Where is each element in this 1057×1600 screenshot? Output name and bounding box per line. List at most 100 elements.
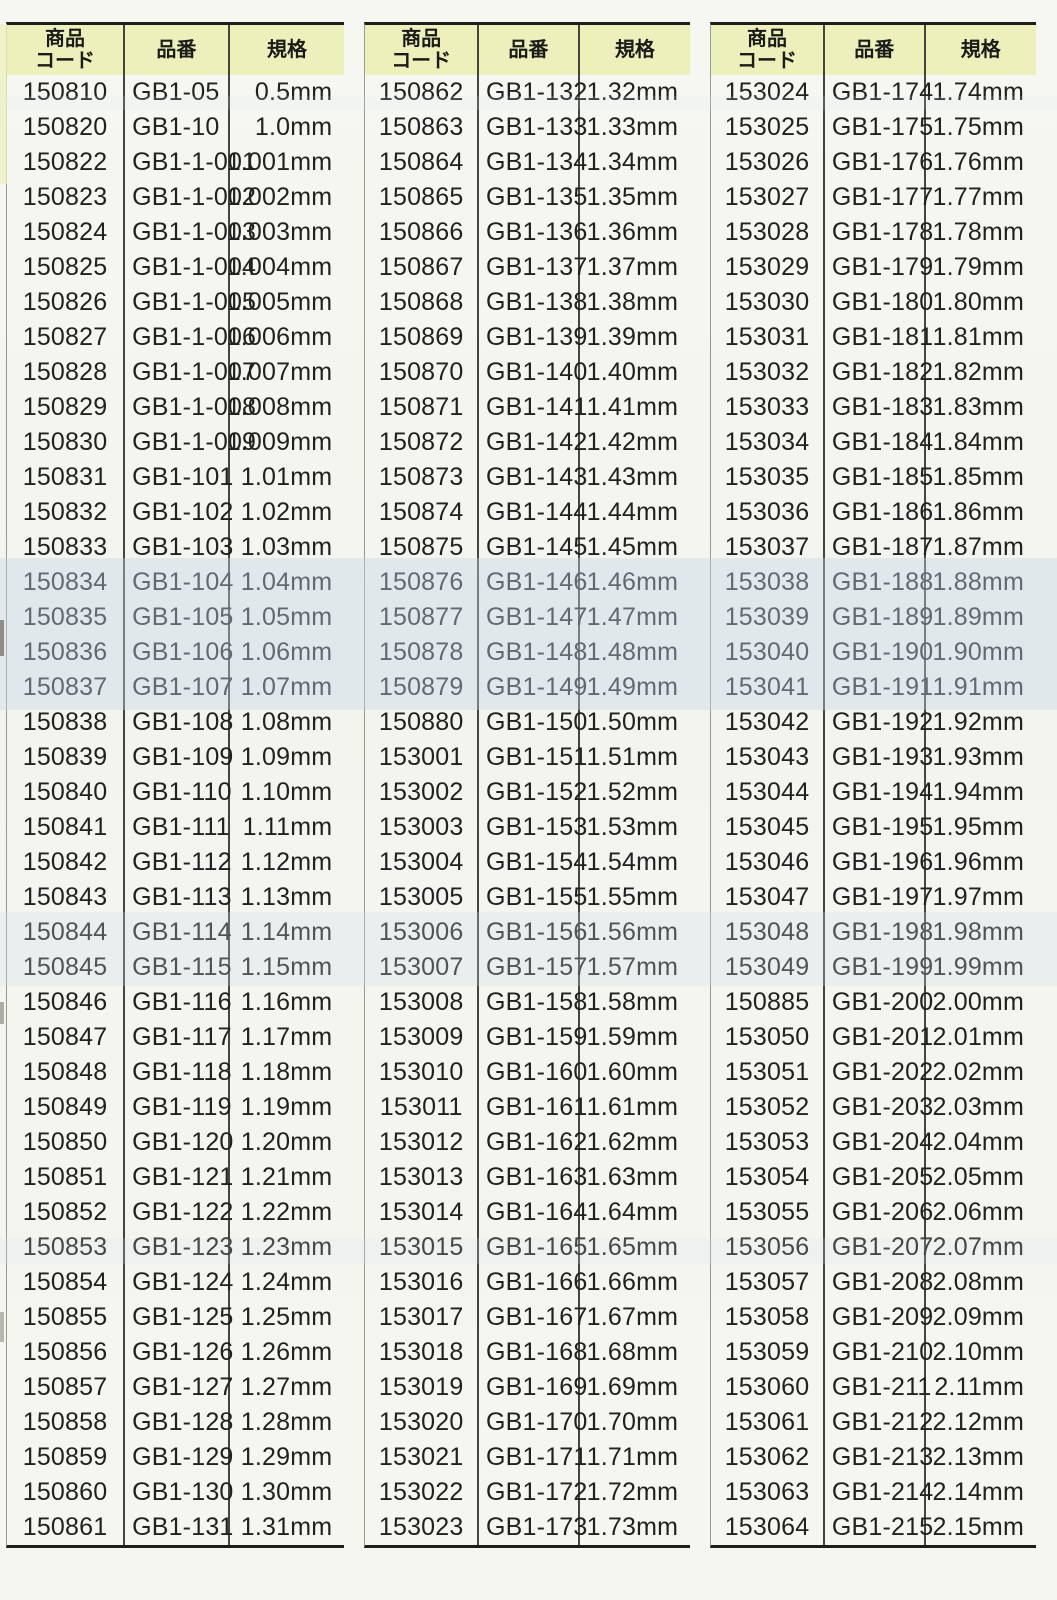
spec-cell: 1.11mm bbox=[242, 813, 333, 841]
spec-cell: 1.82mm bbox=[932, 358, 1024, 386]
product-code-cell: 150861 bbox=[7, 1510, 126, 1545]
product-code-cell: 153008 bbox=[365, 985, 480, 1020]
part-number-cell: GB1-206 bbox=[825, 1195, 933, 1230]
part-number-cell: GB1-154 bbox=[479, 845, 587, 880]
part-number-cell: GB1-103 bbox=[125, 530, 233, 565]
spec-cell: 1.64mm bbox=[586, 1198, 679, 1226]
table-row: 153025 GB1-175 1.75mm bbox=[711, 110, 1036, 145]
table-row: 150822 GB1-1-001 1.001mm bbox=[7, 145, 344, 180]
spec-cell: 1.81mm bbox=[932, 323, 1024, 351]
table-row: 150860 GB1-130 1.30mm bbox=[7, 1475, 344, 1510]
spec-cell: 1.53mm bbox=[586, 813, 679, 841]
part-number-cell: GB1-153 bbox=[479, 810, 587, 845]
spec-cell: 1.90mm bbox=[932, 638, 1024, 666]
table-row: 153009 GB1-159 1.59mm bbox=[365, 1020, 690, 1055]
spec-cell: 1.49mm bbox=[586, 673, 679, 701]
part-number-cell: GB1-143 bbox=[479, 460, 587, 495]
product-code-cell: 153016 bbox=[365, 1265, 480, 1300]
spec-cell: 1.008mm bbox=[226, 393, 333, 421]
spec-cell: 1.16mm bbox=[240, 988, 333, 1016]
part-number-cell: GB1-168 bbox=[479, 1335, 587, 1370]
spec-cell: 1.28mm bbox=[240, 1408, 333, 1436]
spec-cell: 1.37mm bbox=[586, 253, 679, 281]
product-code-cell: 150844 bbox=[7, 915, 126, 950]
part-number-cell: GB1-151 bbox=[479, 740, 587, 775]
part-number-cell: GB1-213 bbox=[825, 1440, 933, 1475]
part-number-cell: GB1-1-009 bbox=[125, 425, 256, 460]
product-code-cell: 150827 bbox=[7, 320, 126, 355]
product-code-cell: 153032 bbox=[711, 355, 825, 390]
header-spec: 規格 bbox=[926, 25, 1036, 75]
spec-cell: 1.70mm bbox=[586, 1408, 679, 1436]
product-code-cell: 150862 bbox=[365, 75, 480, 110]
part-number-cell: GB1-102 bbox=[125, 495, 233, 530]
scan-edge-mark bbox=[0, 620, 4, 656]
spec-cell: 2.01mm bbox=[932, 1023, 1024, 1051]
table-row: 150834 GB1-104 1.04mm bbox=[7, 565, 344, 600]
spec-cell: 1.44mm bbox=[586, 498, 679, 526]
table-row: 153039 GB1-189 1.89mm bbox=[711, 600, 1036, 635]
part-number-cell: GB1-197 bbox=[825, 880, 933, 915]
spec-cell: 1.14mm bbox=[240, 918, 333, 946]
table-row: 153012 GB1-162 1.62mm bbox=[365, 1125, 690, 1160]
table-row: 150876 GB1-146 1.46mm bbox=[365, 565, 690, 600]
part-number-cell: GB1-172 bbox=[479, 1475, 587, 1510]
product-code-cell: 150810 bbox=[7, 75, 126, 110]
spec-cell: 1.47mm bbox=[586, 603, 679, 631]
part-number-cell: GB1-150 bbox=[479, 705, 587, 740]
spec-cell: 1.83mm bbox=[932, 393, 1024, 421]
product-code-cell: 150842 bbox=[7, 845, 126, 880]
part-number-cell: GB1-196 bbox=[825, 845, 933, 880]
table-row: 150810 GB1-05 0.5mm bbox=[7, 75, 344, 110]
spec-cell: 1.18mm bbox=[240, 1058, 333, 1086]
table-row: 153034 GB1-184 1.84mm bbox=[711, 425, 1036, 460]
spec-cell: 2.10mm bbox=[932, 1338, 1024, 1366]
table-row: 150837 GB1-107 1.07mm bbox=[7, 670, 344, 705]
product-code-cell: 153027 bbox=[711, 180, 825, 215]
spec-cell: 1.75mm bbox=[932, 113, 1024, 141]
table-row: 150880 GB1-150 1.50mm bbox=[365, 705, 690, 740]
header-part-number-label: 品番 bbox=[508, 39, 549, 61]
table-row: 153049 GB1-199 1.99mm bbox=[711, 950, 1036, 985]
table-row: 150867 GB1-137 1.37mm bbox=[365, 250, 690, 285]
table-row: 150854 GB1-124 1.24mm bbox=[7, 1265, 344, 1300]
table-row: 150836 GB1-106 1.06mm bbox=[7, 635, 344, 670]
header-spec-label: 規格 bbox=[614, 39, 655, 61]
product-code-cell: 150873 bbox=[365, 460, 480, 495]
product-code-cell: 153047 bbox=[711, 880, 825, 915]
table-row: 153024 GB1-174 1.74mm bbox=[711, 75, 1036, 110]
table-body: 150810 GB1-05 0.5mm 150820 GB1-10 1.0mm 150822… bbox=[7, 75, 344, 1545]
product-code-cell: 150853 bbox=[7, 1230, 126, 1265]
part-number-cell: GB1-108 bbox=[125, 705, 233, 740]
product-code-cell: 150822 bbox=[7, 145, 126, 180]
product-code-cell: 150835 bbox=[7, 600, 126, 635]
spec-cell: 1.34mm bbox=[586, 148, 679, 176]
table-row: 153054 GB1-205 2.05mm bbox=[711, 1160, 1036, 1195]
product-code-cell: 153062 bbox=[711, 1440, 825, 1475]
table-row: 150862 GB1-132 1.32mm bbox=[365, 75, 690, 110]
table-row: 153022 GB1-172 1.72mm bbox=[365, 1475, 690, 1510]
scan-edge-mark bbox=[0, 1312, 4, 1342]
product-code-cell: 153022 bbox=[365, 1475, 480, 1510]
product-code-cell: 150846 bbox=[7, 985, 126, 1020]
spec-cell: 1.69mm bbox=[586, 1373, 679, 1401]
spec-cell: 1.43mm bbox=[586, 463, 679, 491]
product-code-cell: 153013 bbox=[365, 1160, 480, 1195]
part-number-cell: GB1-132 bbox=[479, 75, 587, 110]
product-code-cell: 153049 bbox=[711, 950, 825, 985]
product-code-cell: 153059 bbox=[711, 1335, 825, 1370]
spec-cell: 1.80mm bbox=[932, 288, 1024, 316]
spec-cell: 1.58mm bbox=[586, 988, 679, 1016]
part-number-cell: GB1-110 bbox=[125, 775, 231, 810]
part-number-cell: GB1-181 bbox=[825, 320, 933, 355]
product-code-cell: 153006 bbox=[365, 915, 480, 950]
table-row: 150832 GB1-102 1.02mm bbox=[7, 495, 344, 530]
table-row: 153063 GB1-214 2.14mm bbox=[711, 1475, 1036, 1510]
table-row: 153051 GB1-202 2.02mm bbox=[711, 1055, 1036, 1090]
header-spec-label: 規格 bbox=[960, 39, 1001, 61]
spec-cell: 1.03mm bbox=[240, 533, 333, 561]
spec-cell: 1.33mm bbox=[586, 113, 679, 141]
part-number-cell: GB1-212 bbox=[825, 1405, 933, 1440]
part-number-cell: GB1-191 bbox=[825, 670, 933, 705]
part-number-cell: GB1-119 bbox=[125, 1090, 231, 1125]
